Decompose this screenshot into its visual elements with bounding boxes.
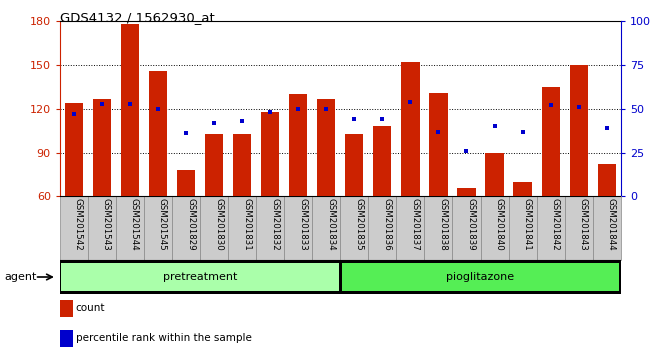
Bar	[228, 196, 256, 260]
Bar	[233, 134, 251, 196]
Bar	[373, 126, 391, 196]
Bar	[60, 300, 73, 317]
Bar	[172, 196, 200, 260]
Text: GSM201543: GSM201543	[102, 198, 111, 251]
Bar	[289, 94, 307, 196]
Text: GSM201841: GSM201841	[523, 198, 532, 251]
Bar	[345, 134, 363, 196]
Bar	[597, 164, 616, 196]
Bar	[537, 196, 565, 260]
Text: GDS4132 / 1562930_at: GDS4132 / 1562930_at	[60, 11, 214, 24]
Text: agent: agent	[5, 272, 37, 282]
Bar	[149, 71, 167, 196]
Bar	[312, 196, 341, 260]
Bar	[88, 196, 116, 260]
Bar	[452, 196, 480, 260]
Text: GSM201544: GSM201544	[130, 198, 139, 251]
Bar	[341, 196, 369, 260]
Text: pioglitazone: pioglitazone	[447, 272, 515, 282]
Text: GSM201843: GSM201843	[578, 198, 588, 251]
Bar	[401, 62, 419, 196]
Bar	[317, 99, 335, 196]
Text: pretreatment: pretreatment	[163, 272, 237, 282]
Bar	[61, 263, 339, 291]
Bar	[424, 196, 452, 260]
Bar	[569, 65, 588, 196]
Bar	[65, 103, 83, 196]
Bar	[342, 263, 619, 291]
Text: GSM201832: GSM201832	[270, 198, 279, 251]
Text: GSM201545: GSM201545	[158, 198, 167, 251]
Bar	[93, 99, 111, 196]
Bar	[60, 196, 88, 260]
Text: GSM201829: GSM201829	[186, 198, 195, 251]
Text: GSM201831: GSM201831	[242, 198, 251, 251]
Text: GSM201838: GSM201838	[439, 198, 447, 251]
Bar	[369, 196, 396, 260]
Bar	[480, 196, 508, 260]
Bar	[144, 196, 172, 260]
Text: GSM201835: GSM201835	[354, 198, 363, 251]
Bar	[200, 196, 228, 260]
Text: GSM201834: GSM201834	[326, 198, 335, 251]
Text: GSM201542: GSM201542	[74, 198, 83, 251]
Text: GSM201840: GSM201840	[495, 198, 504, 251]
Bar	[177, 170, 195, 196]
Text: GSM201830: GSM201830	[214, 198, 223, 251]
Bar	[458, 188, 476, 196]
Bar	[541, 87, 560, 196]
Bar	[60, 330, 73, 347]
Bar	[261, 112, 280, 196]
Bar	[256, 196, 284, 260]
Bar	[284, 196, 312, 260]
Text: count: count	[75, 303, 105, 313]
Bar	[486, 153, 504, 196]
Text: GSM201837: GSM201837	[410, 198, 419, 251]
Bar	[565, 196, 593, 260]
Bar	[593, 196, 621, 260]
Bar	[430, 93, 448, 196]
Text: GSM201836: GSM201836	[382, 198, 391, 251]
Text: GSM201842: GSM201842	[551, 198, 560, 251]
Text: GSM201844: GSM201844	[606, 198, 616, 251]
Text: percentile rank within the sample: percentile rank within the sample	[75, 333, 252, 343]
Text: GSM201839: GSM201839	[467, 198, 476, 251]
Bar	[116, 196, 144, 260]
Bar	[205, 134, 223, 196]
Bar	[396, 196, 424, 260]
Text: GSM201833: GSM201833	[298, 198, 307, 251]
Bar	[121, 24, 139, 196]
Bar	[508, 196, 537, 260]
Bar	[514, 182, 532, 196]
